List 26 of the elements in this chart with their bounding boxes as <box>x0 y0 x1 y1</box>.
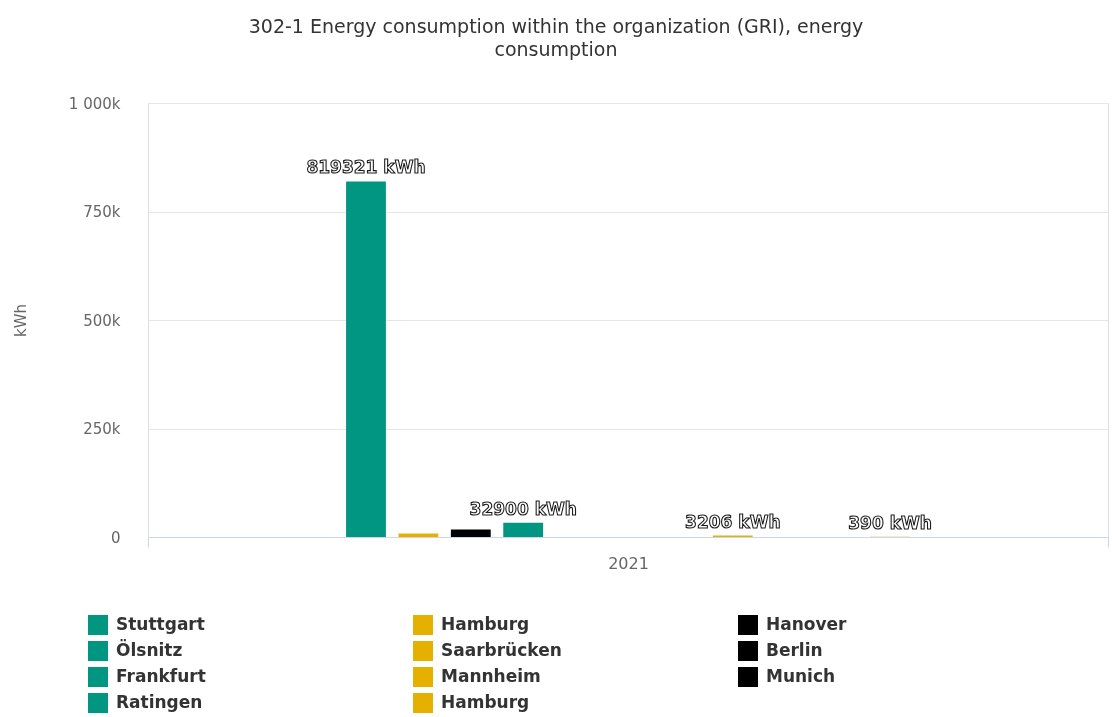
legend-label: Saarbrücken <box>441 640 562 660</box>
y-tick-label: 250k <box>83 420 121 438</box>
x-tick-label: 2021 <box>608 553 649 573</box>
y-tick-label: 1 000k <box>68 94 121 113</box>
bar <box>503 522 544 537</box>
legend-label: Hamburg <box>441 692 530 712</box>
legend-label: Hanover <box>766 614 848 634</box>
y-tick-label: 500k <box>83 311 121 330</box>
y-tick-label: 0 <box>110 528 121 547</box>
y-tick-label: 750k <box>83 203 121 221</box>
legend-label: Hamburg <box>441 614 530 634</box>
data-label: 32900 kWh <box>469 498 577 519</box>
bar <box>450 529 491 537</box>
y-axis-title: kWh <box>11 303 30 338</box>
legend-label: Frankfurt <box>116 666 206 686</box>
legend-label: Mannheim <box>441 666 541 686</box>
bar <box>346 181 386 537</box>
legend-label: Munich <box>766 666 836 686</box>
legend-label: Stuttgart <box>116 614 205 634</box>
data-label: 3206 kWh <box>685 511 781 532</box>
data-label: 819321 kWh <box>306 157 426 178</box>
data-label: 390 kWh <box>848 512 932 533</box>
chart-title: 302-1 Energy consumption within the organization (GRI), energy consumption <box>248 15 864 60</box>
legend-label: Berlin <box>766 640 823 660</box>
legend-label: Ratingen <box>116 692 203 712</box>
legend-label: Ölsnitz <box>116 639 183 660</box>
